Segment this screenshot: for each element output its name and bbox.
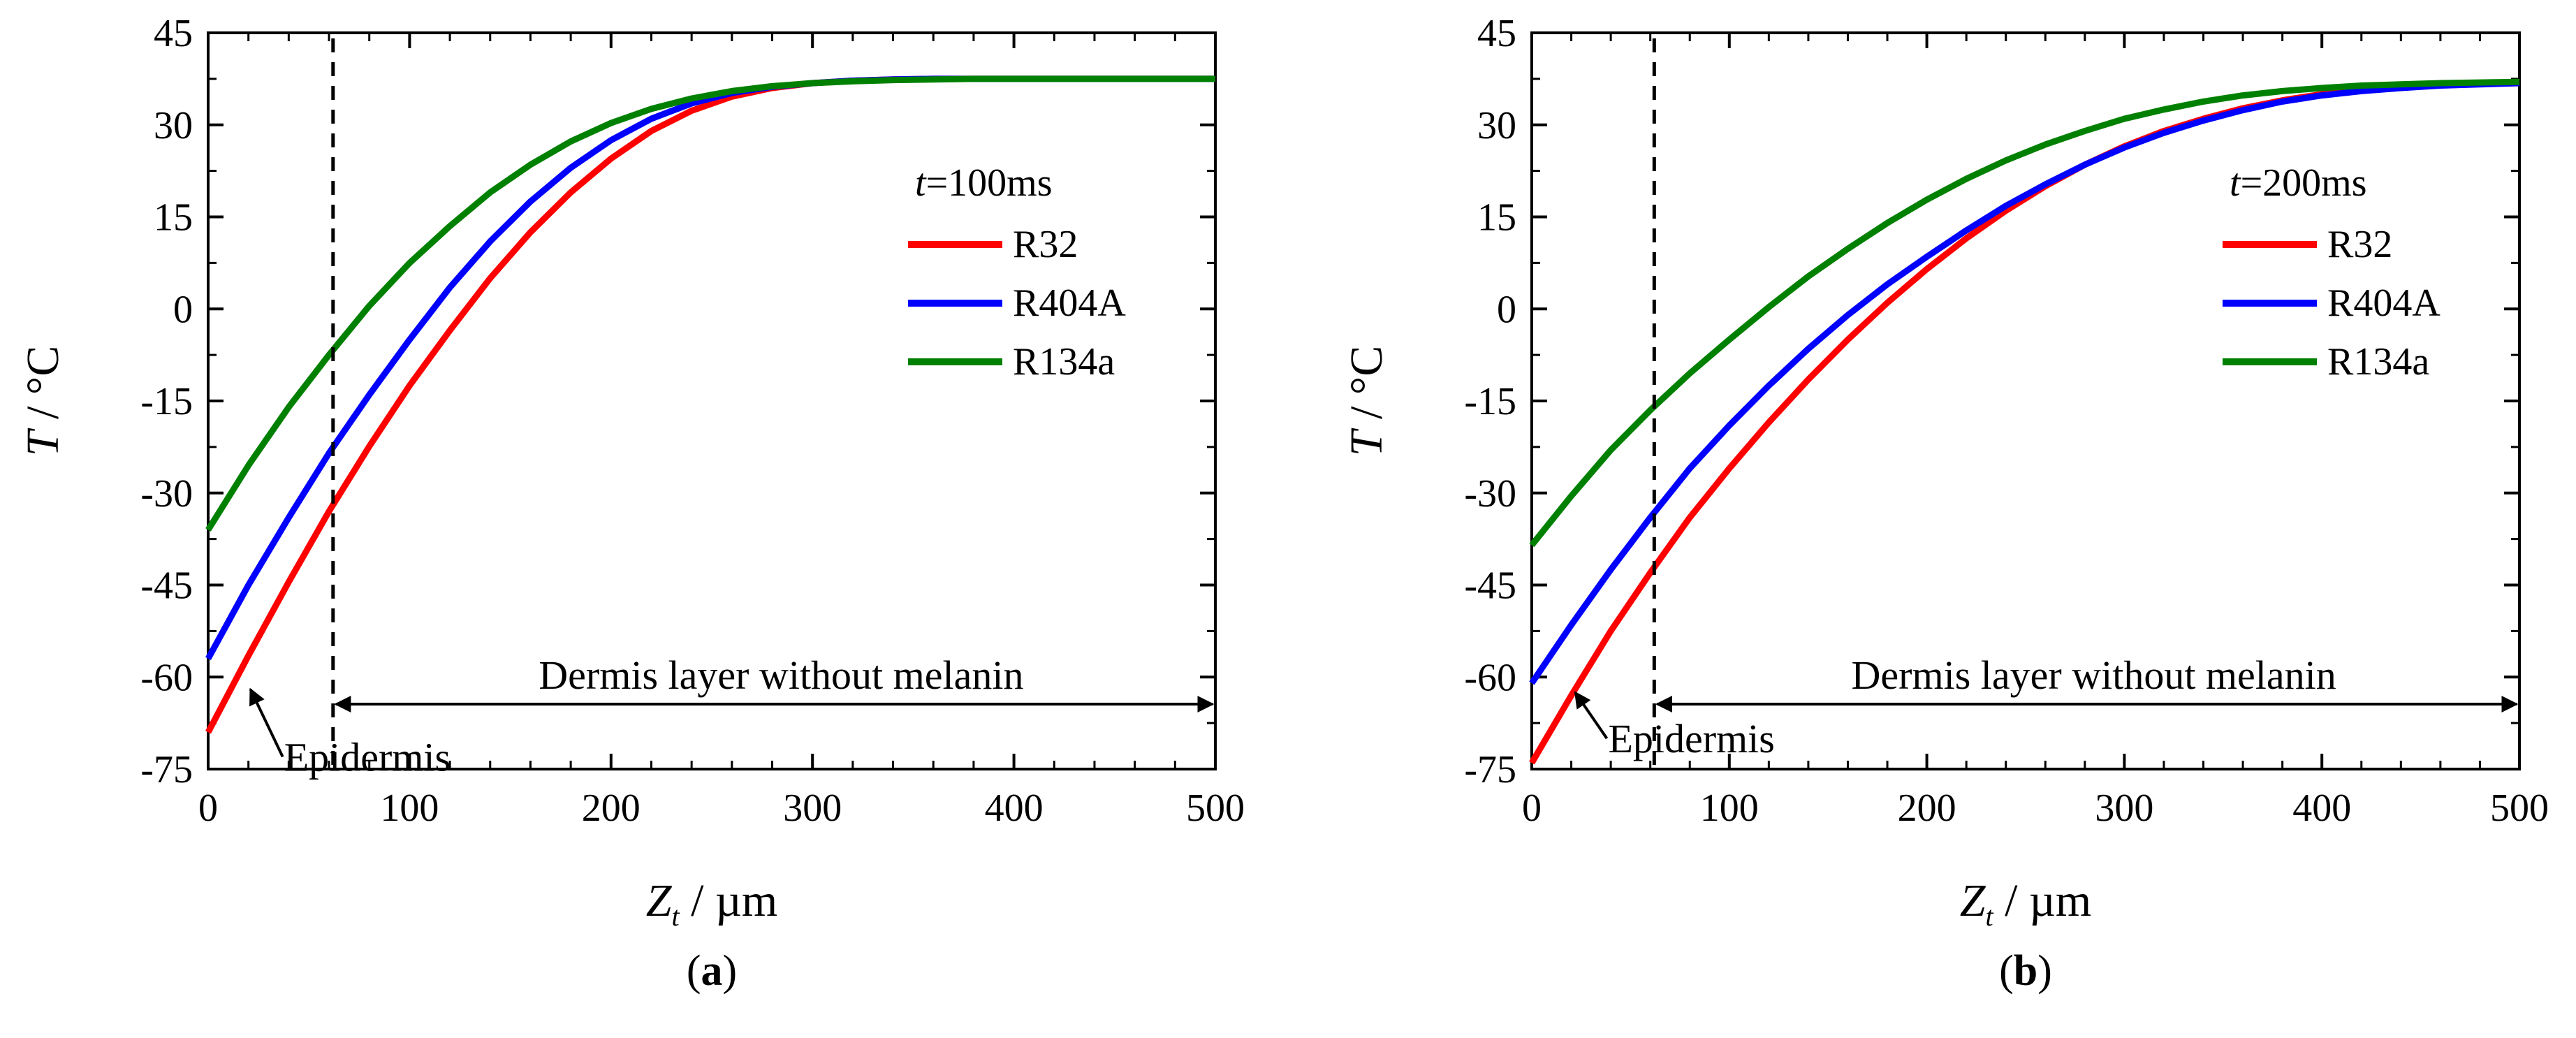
- legend-label-r404a: R404A: [1013, 282, 1126, 325]
- x-tick-label: 300: [2095, 787, 2153, 830]
- legend-label-r134a: R134a: [1013, 340, 1115, 383]
- y-axis-label: T / °C: [17, 346, 68, 456]
- x-axis-label: Zt / µm: [1960, 875, 2092, 932]
- x-tick-label: 100: [380, 787, 439, 830]
- y-axis-label-unit: / °C: [1341, 346, 1392, 431]
- legend-label-r32: R32: [1013, 223, 1078, 266]
- chart-panel-b: -75 -60 -45 -30 -15 0 15 30 45 0 100 200 300 400 500 De…: [1341, 12, 2549, 995]
- x-axis-label: Zt / µm: [646, 875, 778, 932]
- panel-label-open: (: [1999, 947, 2014, 995]
- panel-label-open: (: [687, 947, 701, 995]
- legend-title-var: t: [915, 161, 927, 205]
- y-axis-label-var: T: [1341, 427, 1392, 456]
- series-line-r404a: [1529, 80, 2520, 685]
- y-tick-label: -75: [1464, 748, 1516, 791]
- dermis-label: Dermis layer without melanin: [1852, 652, 2336, 698]
- y-tick-label: -45: [140, 564, 193, 608]
- y-tick-label: 15: [154, 196, 193, 240]
- y-tick-label: -15: [140, 380, 193, 423]
- x-tick-label: 200: [582, 787, 641, 830]
- x-axis-label-sub: t: [1985, 900, 1993, 932]
- y-tick-label: 15: [1477, 196, 1516, 240]
- x-tick-label: 0: [1522, 787, 1542, 830]
- y-tick-label: 45: [154, 12, 193, 55]
- legend-label-r404a: R404A: [2327, 282, 2440, 325]
- y-tick-label: 45: [1477, 12, 1516, 55]
- epidermis-arrow: [1574, 691, 1609, 740]
- legend-label-r32: R32: [2327, 223, 2392, 266]
- y-tick-label: -30: [1464, 472, 1516, 516]
- panel-label-close: ): [2037, 947, 2052, 995]
- epidermis-label: Epidermis: [284, 734, 451, 780]
- dermis-label: Dermis layer without melanin: [539, 652, 1023, 698]
- panel-label-close: ): [723, 947, 738, 995]
- x-tick-label: 200: [1898, 787, 1956, 830]
- x-axis-label-unit: / µm: [1993, 875, 2092, 926]
- series-line-r134a: [205, 75, 1215, 532]
- legend-title-value: =200ms: [2241, 161, 2367, 205]
- y-tick-label: 0: [1497, 288, 1516, 331]
- y-tick-label: -45: [1464, 564, 1516, 608]
- y-tick-label: 0: [173, 288, 193, 331]
- legend-title: t=200ms: [2230, 161, 2367, 205]
- x-tick-label: 400: [2292, 787, 2351, 830]
- legend-title: t=100ms: [915, 161, 1053, 205]
- y-axis-label: T / °C: [1341, 346, 1392, 456]
- epidermis-arrow: [249, 687, 284, 758]
- x-tick-label: 500: [2490, 787, 2549, 830]
- legend-label-r134a: R134a: [2327, 340, 2429, 383]
- x-axis-label-unit: / µm: [680, 875, 778, 926]
- panel-label-letter: a: [701, 947, 723, 995]
- x-tick-label: 0: [198, 787, 218, 830]
- y-axis-label-unit: / °C: [17, 346, 68, 431]
- y-tick-label: 30: [1477, 104, 1516, 147]
- panel-label-letter: b: [2014, 947, 2037, 995]
- x-tick-label: 400: [985, 787, 1044, 830]
- y-tick-label: -60: [1464, 656, 1516, 699]
- y-tick-label: -60: [140, 656, 193, 699]
- y-tick-label: -30: [140, 472, 193, 516]
- y-tick-label: -75: [140, 748, 193, 791]
- legend-title-value: =100ms: [926, 161, 1053, 205]
- x-tick-label: 500: [1186, 787, 1245, 830]
- x-axis-label-var: Z: [1960, 875, 1986, 926]
- y-axis-label-var: T: [17, 427, 68, 456]
- x-axis-label-sub: t: [671, 900, 680, 932]
- y-tick-label: -15: [1464, 380, 1516, 423]
- panel-label: (a): [687, 947, 737, 995]
- x-tick-label: 300: [783, 787, 842, 830]
- legend-title-var: t: [2230, 161, 2241, 205]
- epidermis-label: Epidermis: [1608, 716, 1774, 761]
- panel-label: (b): [1999, 947, 2052, 995]
- x-tick-label: 100: [1700, 787, 1759, 830]
- x-axis-label-var: Z: [646, 875, 673, 926]
- y-tick-label: 30: [154, 104, 193, 147]
- series-line-r134a: [1529, 78, 2520, 548]
- chart-panel-a: -75 -60 -45 -30 -15 0 15 30 45 0 100 200 300 400 500 De…: [17, 12, 1245, 995]
